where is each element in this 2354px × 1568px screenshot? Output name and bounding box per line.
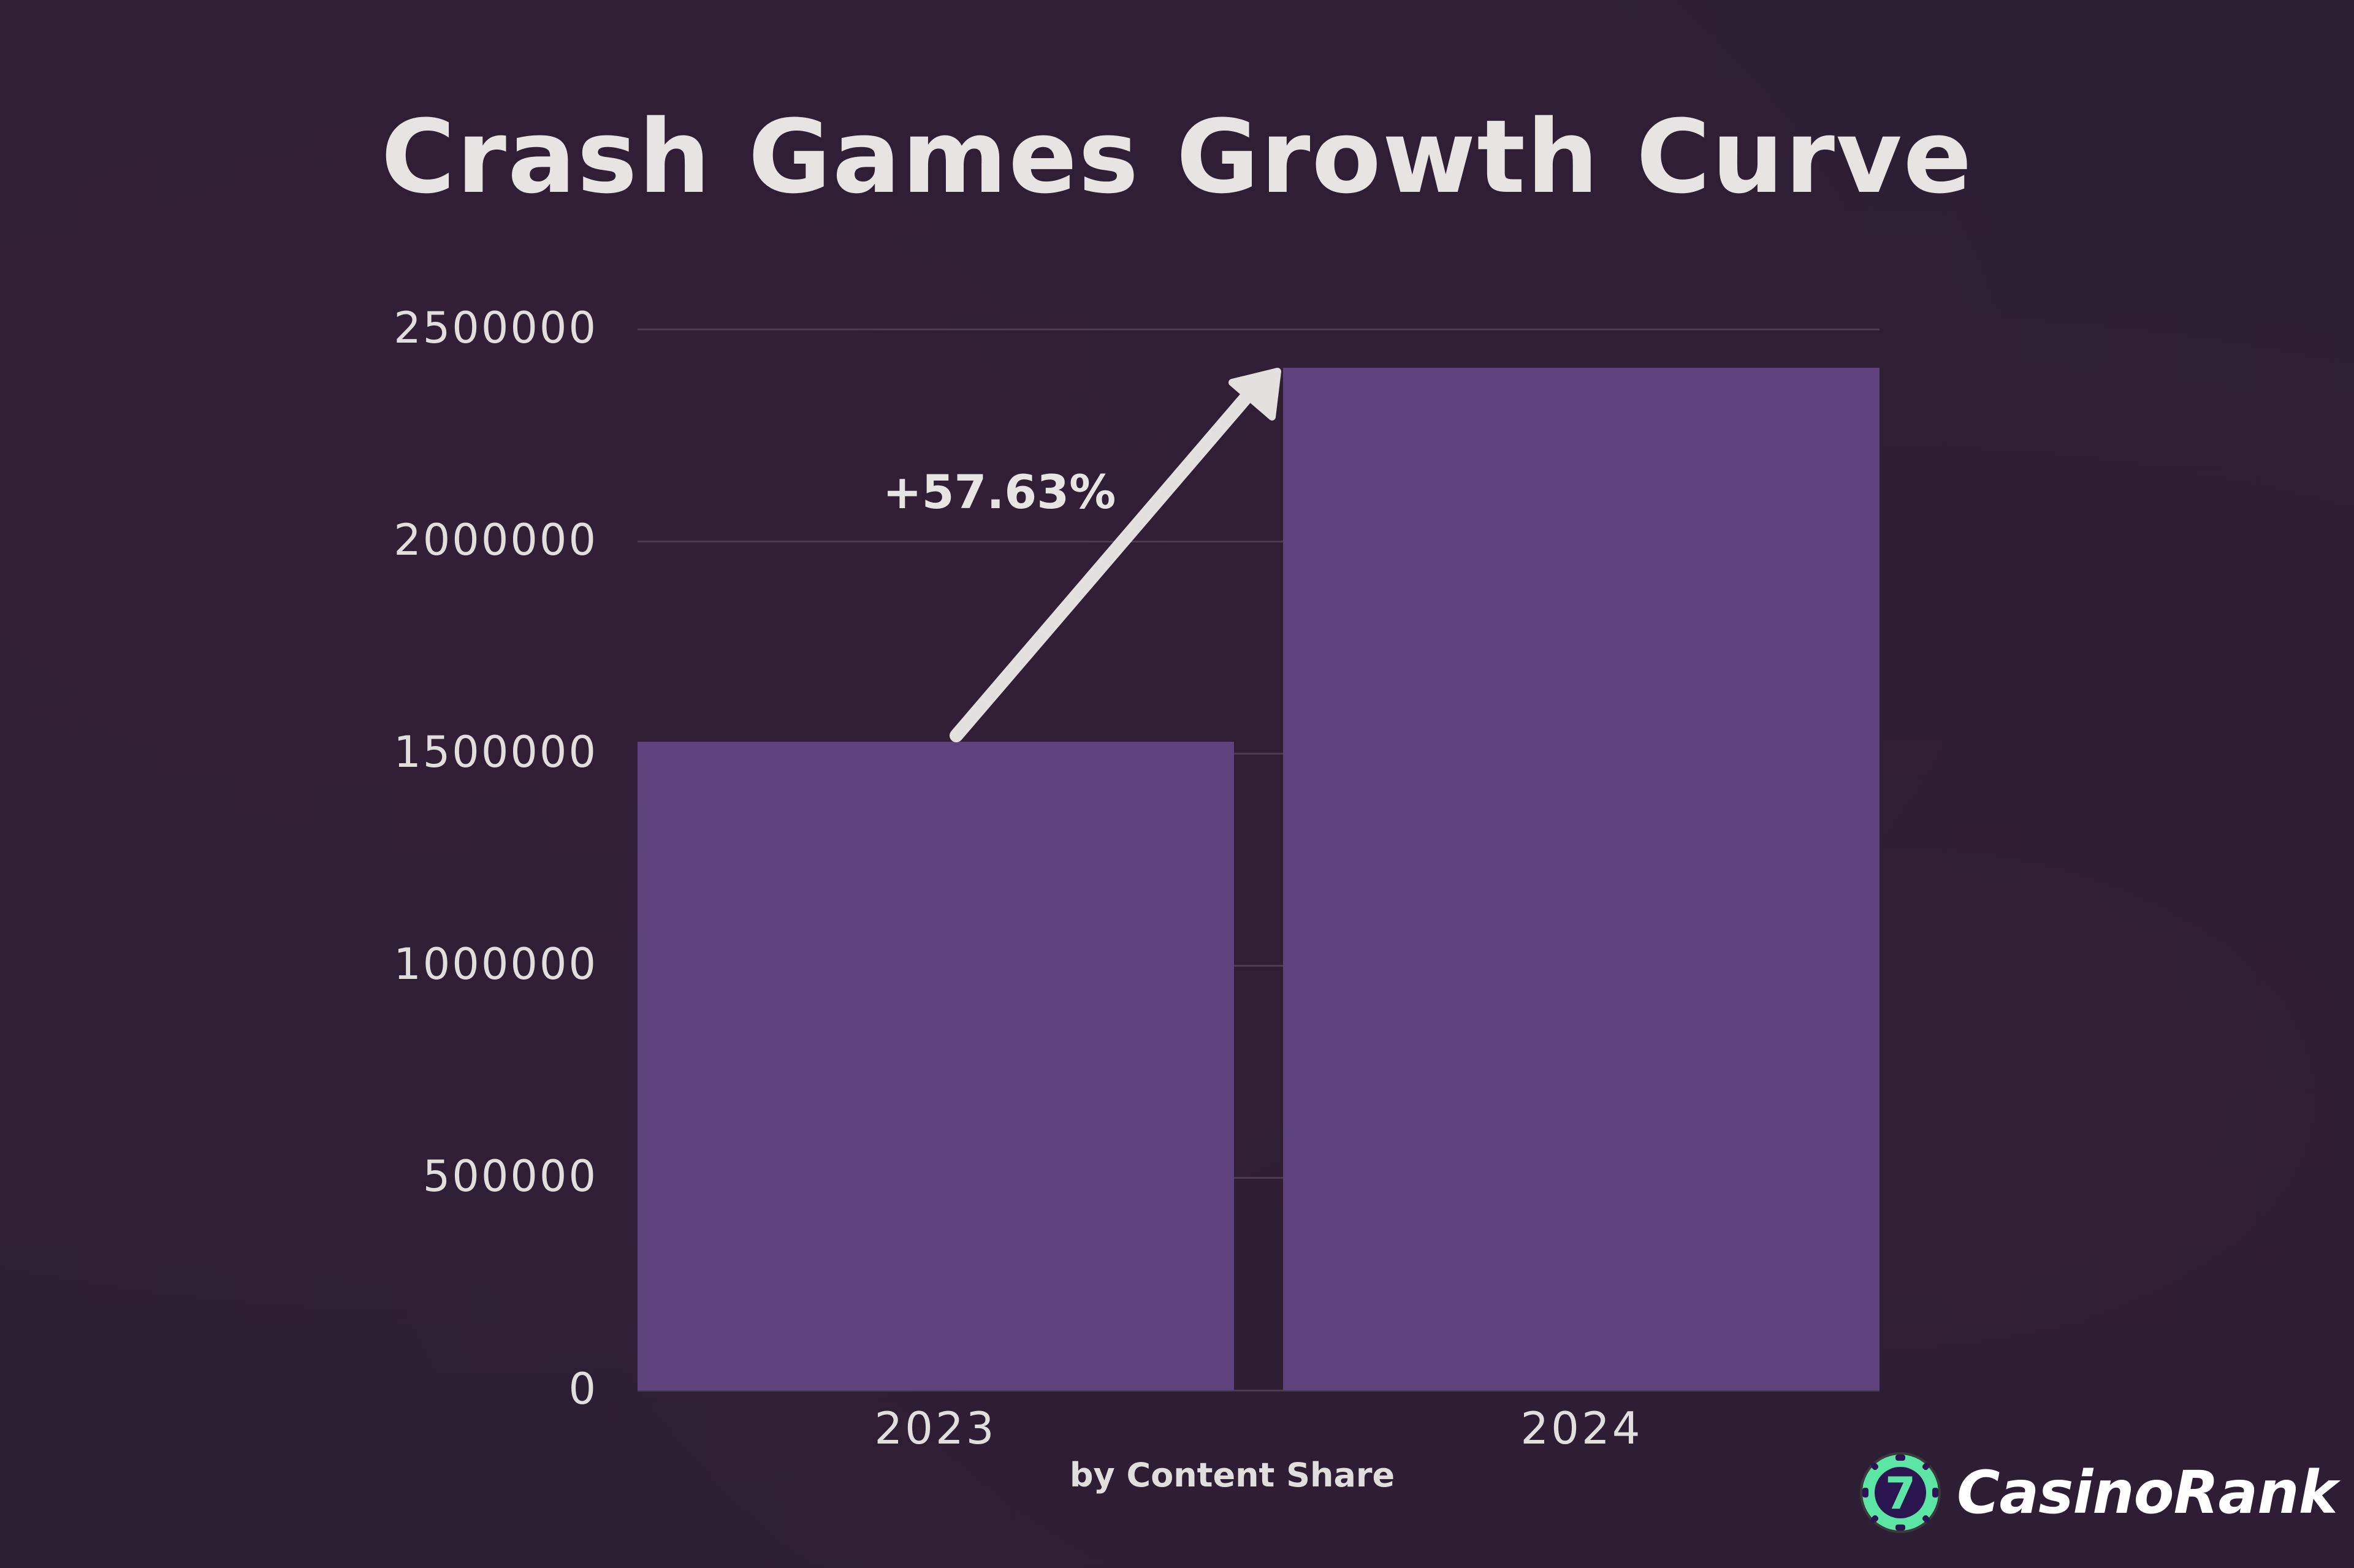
growth-annotation: +57.63% [883, 465, 1116, 519]
gridline-1000000 [638, 965, 1880, 967]
y-tick-label: 1000000 [394, 939, 598, 989]
y-tick-label: 1500000 [394, 727, 598, 777]
x-tick-label-2024: 2024 [1520, 1402, 1643, 1454]
gridline-0 [638, 1390, 1880, 1391]
gridline-2500000 [638, 329, 1880, 330]
gridline-1500000 [638, 753, 1880, 755]
bar-2024 [1283, 368, 1880, 1390]
casinorank-logo: 7 CasinoRank [1857, 1450, 2337, 1536]
bar-2023 [638, 742, 1234, 1390]
svg-text:7: 7 [1885, 1467, 1916, 1519]
brand-name: CasinoRank [1957, 1458, 2337, 1527]
y-tick-label: 2500000 [394, 303, 598, 353]
y-tick-label: 0 [568, 1364, 598, 1414]
chart-subtitle: by Content Share [1069, 1456, 1395, 1494]
gridline-500000 [638, 1177, 1880, 1179]
chart-title: Crash Games Growth Curve [381, 98, 1973, 216]
poker-chip-icon: 7 [1860, 1452, 1941, 1533]
y-tick-label: 500000 [422, 1151, 598, 1201]
x-tick-label-2023: 2023 [874, 1402, 997, 1454]
y-tick-label: 2000000 [394, 515, 598, 565]
gridline-2000000 [638, 541, 1880, 542]
